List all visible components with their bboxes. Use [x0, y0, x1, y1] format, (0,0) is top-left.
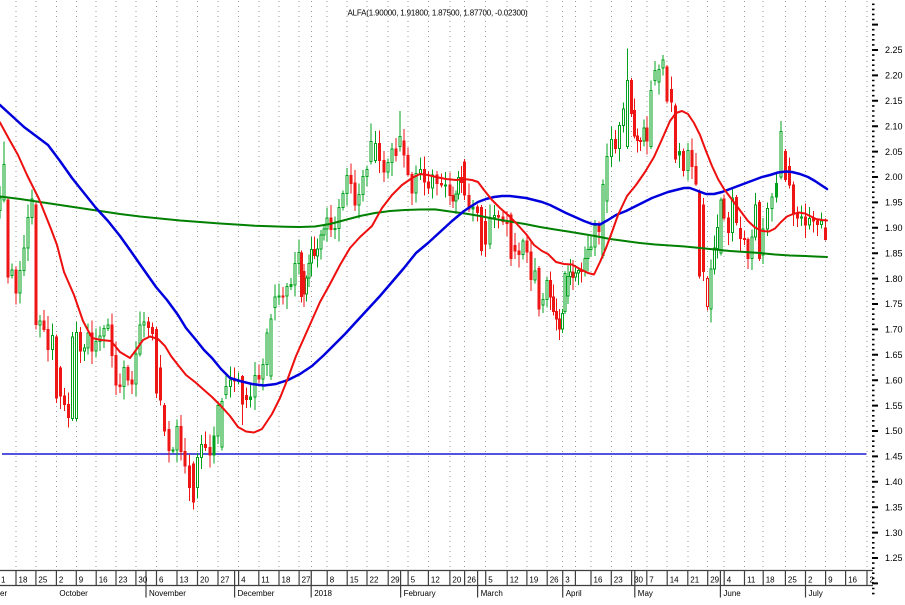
- svg-text:November: November: [149, 589, 186, 598]
- svg-text:1.75: 1.75: [885, 299, 903, 309]
- svg-text:21: 21: [690, 576, 699, 585]
- svg-text:8: 8: [330, 576, 335, 585]
- svg-text:1.30: 1.30: [885, 528, 903, 538]
- svg-text:July: July: [809, 589, 823, 598]
- svg-text:February: February: [404, 589, 436, 598]
- svg-text:3: 3: [565, 576, 570, 585]
- svg-text:27: 27: [302, 576, 311, 585]
- svg-text:ALFA(1.90000, 1.91800, 1.87500: ALFA(1.90000, 1.91800, 1.87500, 1.87700,…: [348, 9, 528, 18]
- svg-text:11: 11: [747, 576, 756, 585]
- svg-text:2.05: 2.05: [885, 147, 903, 157]
- svg-text:7: 7: [649, 576, 654, 585]
- svg-text:1.50: 1.50: [885, 426, 903, 436]
- svg-text:29: 29: [710, 576, 719, 585]
- svg-text:29: 29: [391, 576, 400, 585]
- svg-text:16: 16: [594, 576, 603, 585]
- svg-text:1.60: 1.60: [885, 375, 903, 385]
- svg-text:30: 30: [634, 576, 643, 585]
- svg-text:12: 12: [431, 576, 440, 585]
- svg-text:27: 27: [221, 576, 230, 585]
- svg-text:16: 16: [848, 576, 857, 585]
- svg-text:11: 11: [261, 576, 270, 585]
- svg-text:March: March: [481, 589, 503, 598]
- svg-text:18: 18: [19, 576, 28, 585]
- svg-text:er: er: [0, 589, 7, 598]
- svg-text:9: 9: [828, 576, 833, 585]
- svg-text:2.00: 2.00: [885, 172, 903, 182]
- svg-text:13: 13: [180, 576, 189, 585]
- svg-text:October: October: [59, 589, 88, 598]
- svg-text:9: 9: [79, 576, 84, 585]
- svg-text:16: 16: [99, 576, 108, 585]
- svg-text:1.35: 1.35: [885, 502, 903, 512]
- svg-text:April: April: [566, 589, 582, 598]
- svg-text:25: 25: [788, 576, 797, 585]
- svg-text:25: 25: [38, 576, 47, 585]
- svg-text:2.25: 2.25: [885, 45, 903, 55]
- svg-text:1.40: 1.40: [885, 477, 903, 487]
- svg-text:1.25: 1.25: [885, 553, 903, 563]
- svg-text:1.65: 1.65: [885, 350, 903, 360]
- svg-text:30: 30: [138, 576, 147, 585]
- svg-text:23: 23: [614, 576, 623, 585]
- svg-text:June: June: [723, 589, 741, 598]
- svg-text:1.45: 1.45: [885, 452, 903, 462]
- svg-text:May: May: [638, 589, 653, 598]
- svg-text:19: 19: [529, 576, 538, 585]
- svg-text:2: 2: [59, 576, 64, 585]
- svg-text:2018: 2018: [314, 589, 332, 598]
- svg-text:12: 12: [510, 576, 519, 585]
- svg-text:23: 23: [119, 576, 128, 585]
- svg-text:1.90: 1.90: [885, 223, 903, 233]
- svg-text:2.15: 2.15: [885, 96, 903, 106]
- svg-text:2: 2: [808, 576, 813, 585]
- svg-text:2.20: 2.20: [885, 71, 903, 81]
- svg-text:20: 20: [452, 576, 461, 585]
- svg-text:18: 18: [766, 576, 775, 585]
- svg-text:2.10: 2.10: [885, 121, 903, 131]
- svg-text:1.55: 1.55: [885, 401, 903, 411]
- svg-text:December: December: [238, 589, 275, 598]
- svg-text:26: 26: [550, 576, 559, 585]
- svg-text:18: 18: [282, 576, 291, 585]
- svg-text:1: 1: [1, 576, 6, 585]
- svg-text:6: 6: [159, 576, 164, 585]
- svg-text:20: 20: [200, 576, 209, 585]
- svg-text:14: 14: [670, 576, 679, 585]
- svg-text:1.80: 1.80: [885, 274, 903, 284]
- svg-text:1.95: 1.95: [885, 198, 903, 208]
- svg-text:22: 22: [370, 576, 379, 585]
- svg-text:4: 4: [727, 576, 732, 585]
- svg-text:4: 4: [241, 576, 246, 585]
- svg-text:5: 5: [411, 576, 416, 585]
- svg-text:15: 15: [350, 576, 359, 585]
- svg-text:1.85: 1.85: [885, 248, 903, 258]
- svg-text:1.70: 1.70: [885, 325, 903, 335]
- svg-text:26: 26: [467, 576, 476, 585]
- svg-text:5: 5: [488, 576, 493, 585]
- svg-text:2: 2: [870, 576, 875, 585]
